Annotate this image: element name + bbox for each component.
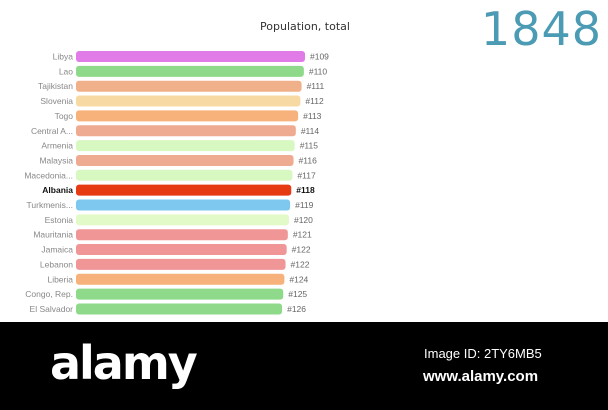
bar-label: Jamaica [41, 245, 73, 255]
bar-label: Armenia [41, 141, 73, 151]
bar [76, 199, 291, 211]
rank-label: #111 [307, 81, 325, 91]
bar [76, 273, 285, 285]
bar [76, 65, 304, 77]
rank-label: #118 [296, 185, 315, 195]
rank-label: #117 [297, 170, 316, 180]
chart-area: Population, total 1848 Libya #109 Lao #110 T… [24, 2, 602, 315]
bar [76, 95, 301, 107]
bar [76, 303, 283, 315]
bar-label: El Salvador [30, 304, 74, 314]
rank-label: #116 [299, 155, 318, 165]
bar [76, 125, 296, 137]
rank-label: #122 [291, 259, 310, 269]
bar [76, 169, 293, 181]
rank-label: #121 [293, 230, 312, 240]
bar [76, 244, 287, 256]
alamy-logo: alamy [50, 336, 198, 390]
bar-label: Congo, Rep. [25, 289, 73, 299]
bar-label: Libya [53, 52, 74, 62]
rank-label: #115 [300, 141, 319, 151]
bar-label: Tajikistan [38, 81, 73, 91]
rank-label: #109 [310, 52, 329, 62]
bar-label: Malaysia [39, 155, 73, 165]
rank-label: #125 [288, 289, 307, 299]
bar-label: Slovenia [40, 96, 73, 106]
rank-label: #113 [303, 111, 322, 121]
bar [76, 288, 284, 300]
bar-label: Lao [59, 66, 73, 76]
bar [76, 229, 288, 241]
rank-label: #114 [301, 126, 320, 136]
bar-label: Estonia [45, 215, 74, 225]
bar [76, 140, 295, 152]
bar [76, 80, 302, 92]
bar [76, 110, 299, 122]
rank-label: #119 [295, 200, 314, 210]
chart-title: Population, total [260, 20, 350, 33]
bar-label: Turkmenis... [27, 200, 73, 210]
bar-label: Lebanon [40, 259, 73, 269]
bar-label: Mauritania [33, 230, 73, 240]
bar-chart: Libya #109 Lao #110 Tajikistan #111 Slovenia #1… [24, 51, 329, 315]
bar-label: Macedonia... [24, 170, 73, 180]
bar [76, 184, 292, 196]
bar [76, 51, 305, 62]
rank-label: #120 [294, 215, 313, 225]
year-label: 1848 [480, 2, 602, 56]
bar-label: Togo [55, 111, 74, 121]
bar [76, 258, 286, 270]
bar [76, 154, 294, 166]
footer-banner: alamy Image ID: 2TY6MB5 www.alamy.com [0, 322, 608, 410]
image-id-label: Image ID: 2TY6MB5 [424, 346, 542, 361]
footer-url-link[interactable]: www.alamy.com [423, 368, 539, 385]
bar [76, 214, 289, 226]
rank-label: #122 [292, 245, 311, 255]
bar-label: Central A... [31, 126, 73, 136]
rank-label: #124 [289, 274, 308, 284]
rank-label: #110 [309, 66, 328, 76]
rank-label: #126 [287, 304, 306, 314]
rank-label: #112 [305, 96, 324, 106]
bar-label: Albania [42, 185, 73, 195]
bar-label: Liberia [47, 274, 73, 284]
